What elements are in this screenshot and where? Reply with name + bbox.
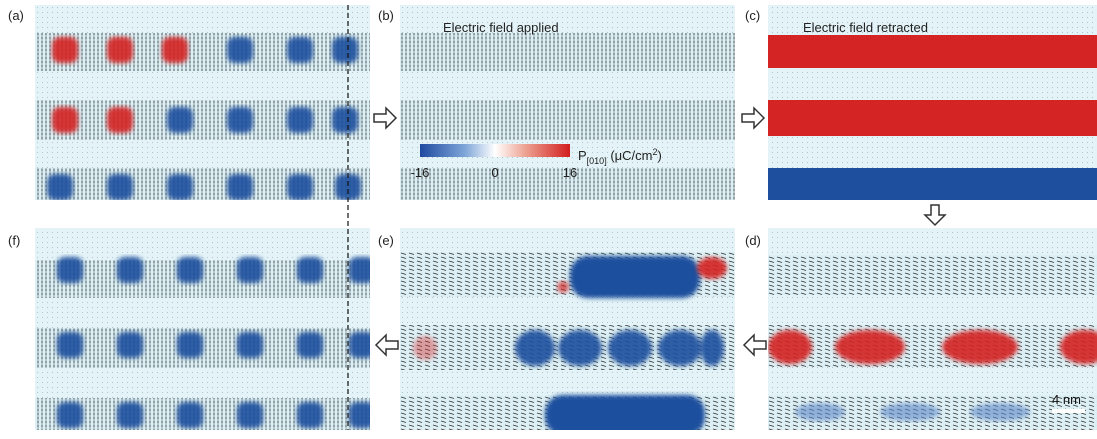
panel-label: (b) xyxy=(378,8,394,23)
colorbar-unit: (μC/cm xyxy=(607,148,653,163)
domain xyxy=(57,257,83,283)
panels xyxy=(35,5,1097,430)
domain xyxy=(237,257,263,283)
domain xyxy=(515,330,555,366)
domain xyxy=(287,37,313,63)
colorbar-tick-label: 16 xyxy=(563,165,577,180)
colorbar-label: P[010] (μC/cm2) xyxy=(578,147,662,166)
panel xyxy=(768,5,1097,200)
domain xyxy=(117,402,143,428)
domain xyxy=(1060,330,1097,364)
domain xyxy=(413,336,437,360)
panel-label: (d) xyxy=(745,233,761,248)
colorbar-symbol: P xyxy=(578,148,587,163)
stripe xyxy=(400,33,735,71)
stripe xyxy=(35,168,370,200)
domain xyxy=(697,257,727,279)
colorbar-tick-label: 0 xyxy=(491,165,498,180)
domain xyxy=(570,256,700,298)
domain xyxy=(107,107,133,133)
domain xyxy=(349,332,370,358)
domain xyxy=(107,37,133,63)
domain xyxy=(167,107,193,133)
domain xyxy=(57,332,83,358)
domain xyxy=(177,257,203,283)
domain xyxy=(558,330,602,366)
domain xyxy=(608,330,652,366)
domain xyxy=(297,332,323,358)
stripe xyxy=(35,33,370,71)
stripe xyxy=(400,100,735,140)
stripe xyxy=(768,100,1097,136)
panel-caption: Electric field applied xyxy=(443,20,559,35)
colorbar-unit-close: ) xyxy=(657,148,661,163)
domain xyxy=(52,37,78,63)
panel-label: (a) xyxy=(8,8,24,23)
colorbar-tick-label: -16 xyxy=(411,165,430,180)
domain xyxy=(700,330,724,366)
panel-label: (c) xyxy=(745,8,760,23)
domain xyxy=(117,257,143,283)
panel-label: (e) xyxy=(378,233,394,248)
domain xyxy=(658,330,702,366)
domain xyxy=(237,332,263,358)
domain xyxy=(162,37,188,63)
scale-bar-label: 4 nm xyxy=(1052,392,1081,407)
domain xyxy=(52,107,78,133)
colorbar-scale xyxy=(420,144,570,157)
domain xyxy=(835,330,905,364)
stripe xyxy=(768,168,1097,200)
domain xyxy=(107,174,133,200)
panel xyxy=(400,5,735,200)
domain xyxy=(880,403,940,421)
stripe xyxy=(768,325,1097,367)
panel xyxy=(35,5,370,200)
domain xyxy=(297,257,323,283)
domain xyxy=(545,395,705,430)
panel xyxy=(400,228,735,430)
stripe xyxy=(35,100,370,140)
arrows xyxy=(373,106,947,357)
domain xyxy=(177,402,203,428)
stripe xyxy=(768,255,1097,295)
domain xyxy=(557,281,569,293)
domain xyxy=(349,402,370,428)
panel-label: (f) xyxy=(8,233,20,248)
domain xyxy=(227,37,253,63)
domain xyxy=(47,174,73,200)
domain xyxy=(57,402,83,428)
domain xyxy=(332,37,358,63)
domain xyxy=(335,174,361,200)
panel xyxy=(35,228,370,430)
domain xyxy=(237,402,263,428)
stripe xyxy=(768,35,1097,68)
domain xyxy=(970,403,1030,421)
domain xyxy=(332,107,358,133)
stripe xyxy=(400,168,735,200)
domain xyxy=(167,174,193,200)
domain xyxy=(287,174,313,200)
panel-caption: Electric field retracted xyxy=(803,20,928,35)
colorbar-unit-power: 2 xyxy=(652,147,657,157)
domain xyxy=(297,402,323,428)
domain xyxy=(117,332,143,358)
domain xyxy=(227,107,253,133)
domain xyxy=(795,403,845,421)
domain xyxy=(349,257,370,283)
domain xyxy=(287,107,313,133)
domain xyxy=(177,332,203,358)
domain xyxy=(768,330,812,364)
panel xyxy=(768,228,1097,430)
domain xyxy=(227,174,253,200)
domain xyxy=(942,330,1018,364)
colorbar-subscript: [010] xyxy=(587,156,607,166)
colorbar: P[010] (μC/cm2) -16 0 16 xyxy=(411,144,662,180)
